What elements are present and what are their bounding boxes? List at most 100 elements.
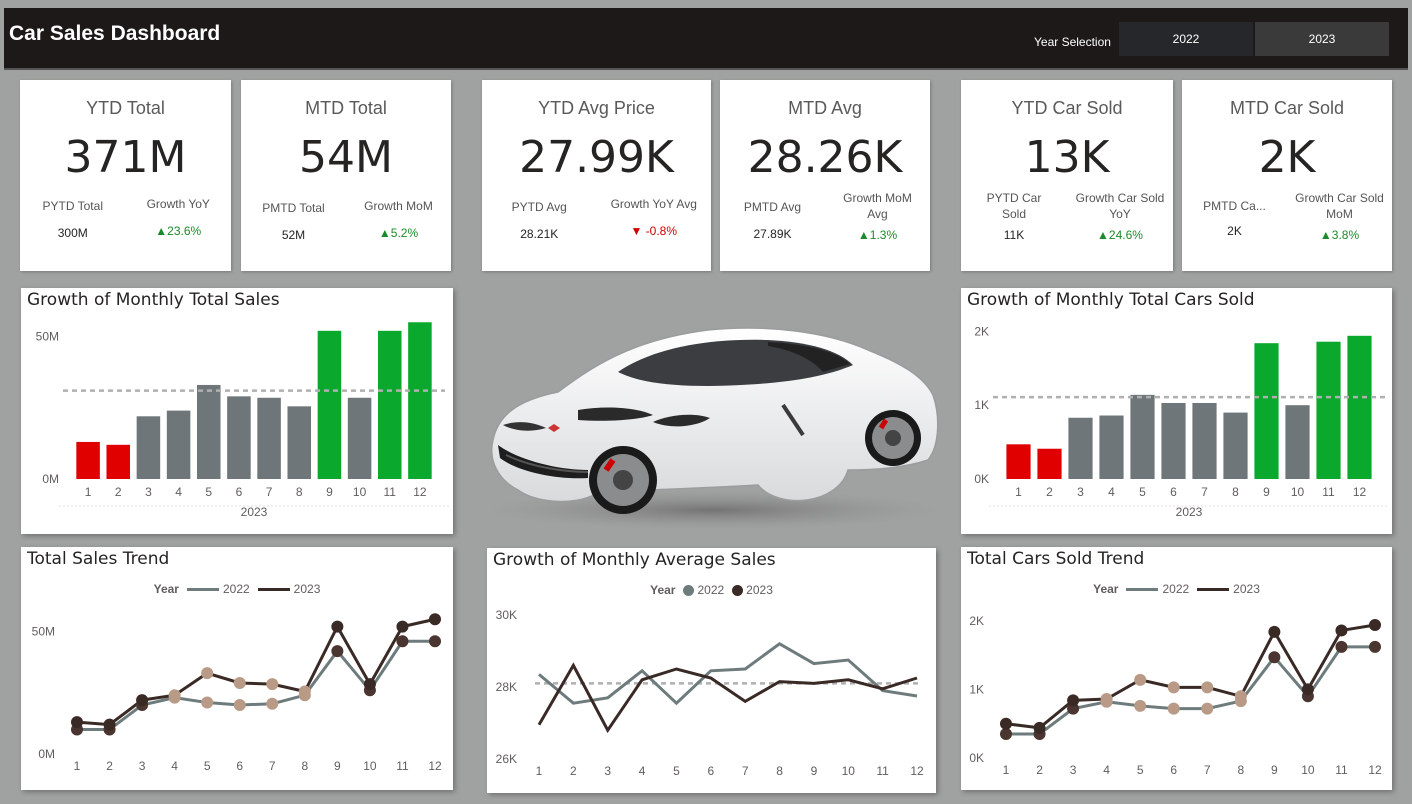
series-point-2022-7 bbox=[1201, 702, 1214, 715]
year-2023-button[interactable]: 2023 bbox=[1255, 22, 1389, 56]
series-point-2023-6 bbox=[1167, 681, 1180, 694]
kpi-value: 28.26K bbox=[747, 132, 903, 183]
down-triangle-icon: ▼ bbox=[630, 224, 646, 238]
series-point-2023-10 bbox=[363, 678, 376, 691]
kpi-value: 2K bbox=[1258, 132, 1316, 183]
x-tick-label: 3 bbox=[1070, 763, 1077, 777]
series-point-2022-12 bbox=[429, 635, 441, 648]
x-tick-label: 11 bbox=[384, 485, 397, 499]
bar-6 bbox=[1161, 402, 1186, 479]
x-tick-label: 7 bbox=[269, 759, 276, 773]
kpi-value: 54M bbox=[299, 132, 393, 183]
y-tick-label: 0M bbox=[42, 472, 59, 486]
series-point-2023-1 bbox=[71, 716, 83, 729]
y-tick-label: 0K bbox=[974, 472, 989, 486]
series-point-2022-7 bbox=[266, 697, 279, 710]
x-axis-title: 2023 bbox=[1176, 505, 1203, 519]
series-point-2022-3 bbox=[1067, 702, 1080, 715]
series-point-2023-11 bbox=[396, 620, 409, 633]
kpi-value: 27.99K bbox=[519, 132, 674, 183]
series-point-2022-12 bbox=[1369, 640, 1381, 653]
x-tick-label: 11 bbox=[1335, 763, 1348, 777]
x-tick-label: 3 bbox=[1077, 485, 1084, 499]
x-tick-label: 3 bbox=[139, 759, 146, 773]
bar-7 bbox=[1192, 402, 1217, 479]
series-point-2022-9 bbox=[331, 645, 344, 658]
x-tick-label: 7 bbox=[1204, 763, 1211, 777]
series-point-2022-5 bbox=[201, 696, 214, 709]
kpi-left-label: PYTD Avg bbox=[511, 200, 567, 214]
x-tick-label: 3 bbox=[145, 485, 152, 499]
bar-3 bbox=[1068, 417, 1093, 479]
x-tick-label: 1 bbox=[85, 485, 92, 499]
x-tick-label: 12 bbox=[413, 485, 427, 499]
y-tick-label: 26K bbox=[496, 752, 517, 766]
bar-10 bbox=[347, 397, 372, 479]
series-point-2022-9 bbox=[1268, 651, 1281, 664]
kpi-left-label: PYTD Total bbox=[42, 199, 103, 213]
kpi-left-value: 28.21K bbox=[520, 227, 559, 241]
legend-2023: 2023 bbox=[746, 583, 773, 597]
bar-12 bbox=[1347, 335, 1372, 479]
kpi-right-label: Growth YoY Avg bbox=[610, 197, 697, 211]
series-point-2022-1 bbox=[1000, 728, 1012, 740]
y-tick-label: 1K bbox=[969, 682, 984, 696]
x-tick-label: 9 bbox=[334, 759, 341, 773]
kpi-right-value: 3.8% bbox=[1331, 228, 1360, 242]
kpi-value: 13K bbox=[1024, 132, 1110, 183]
bar-7 bbox=[257, 397, 281, 479]
legend-2022: 2022 bbox=[697, 583, 725, 597]
kpi-card-ytd-total: YTD Total 371M PYTD Total 300M Growth YoY… bbox=[20, 80, 231, 271]
x-tick-label: 1 bbox=[1015, 485, 1022, 499]
x-tick-label: 8 bbox=[296, 485, 303, 499]
bar-11 bbox=[1316, 341, 1341, 479]
series-point-2023-5 bbox=[201, 667, 214, 680]
x-tick-label: 8 bbox=[1237, 763, 1244, 777]
kpi-value: 371M bbox=[64, 132, 187, 183]
x-tick-label: 11 bbox=[876, 764, 889, 778]
bar-8 bbox=[287, 406, 312, 479]
x-tick-label: 10 bbox=[1291, 485, 1305, 499]
x-tick-label: 12 bbox=[910, 764, 924, 778]
chart-legend: Year 2022 2023 bbox=[961, 582, 1392, 596]
y-tick-label: 1K bbox=[974, 398, 989, 412]
legend-2022: 2022 bbox=[1162, 582, 1190, 596]
bar-9 bbox=[317, 330, 342, 479]
year-2022-button[interactable]: 2022 bbox=[1119, 22, 1253, 56]
bar-2 bbox=[106, 444, 131, 479]
legend-title: Year bbox=[1093, 582, 1119, 596]
chart-total-sales-trend: Total Sales Trend Year 2022 2023 0M 50M 1 2 3 4… bbox=[21, 547, 453, 790]
chart-title: Growth of Monthly Average Sales bbox=[493, 550, 776, 570]
x-tick-label: 1 bbox=[536, 764, 543, 778]
x-tick-label: 6 bbox=[236, 485, 243, 499]
series-point-2023-12 bbox=[1369, 618, 1381, 631]
kpi-title: YTD Car Sold bbox=[1011, 98, 1123, 118]
up-triangle-icon: ▲ bbox=[155, 224, 168, 238]
kpi-left-label: PMTD Ca... bbox=[1203, 199, 1266, 213]
x-tick-label: 5 bbox=[1139, 485, 1146, 499]
x-tick-label: 9 bbox=[326, 485, 333, 499]
bar-8 bbox=[1223, 412, 1248, 479]
y-tick-label: 2K bbox=[969, 614, 984, 628]
x-tick-label: 6 bbox=[236, 759, 243, 773]
bar-10 bbox=[1285, 405, 1310, 479]
chart-monthly-total-sales: Growth of Monthly Total Sales 0M 50M 1 2 3 4 5… bbox=[21, 288, 453, 534]
kpi-left-value: 2K bbox=[1227, 224, 1242, 238]
bar-12 bbox=[408, 322, 432, 479]
x-tick-label: 6 bbox=[1170, 485, 1177, 499]
kpi-right-label: Growth Car Sold YoY bbox=[1075, 191, 1165, 221]
legend-2023: 2023 bbox=[1233, 582, 1260, 596]
legend-title: Year bbox=[153, 582, 179, 596]
bar-3 bbox=[136, 416, 161, 479]
x-tick-label: 8 bbox=[776, 764, 783, 778]
kpi-right-label: Growth MoM Avg bbox=[843, 191, 912, 221]
chart-legend: Year 2022 2023 bbox=[487, 583, 936, 597]
x-tick-label: 3 bbox=[604, 764, 611, 778]
bar-2 bbox=[1037, 448, 1062, 479]
kpi-title: YTD Avg Price bbox=[538, 98, 655, 118]
kpi-card-ytd-car-sold: YTD Car Sold 13K PYTD Car Sold 11K Growth… bbox=[961, 80, 1173, 271]
kpi-right-value: 23.6% bbox=[167, 224, 202, 238]
